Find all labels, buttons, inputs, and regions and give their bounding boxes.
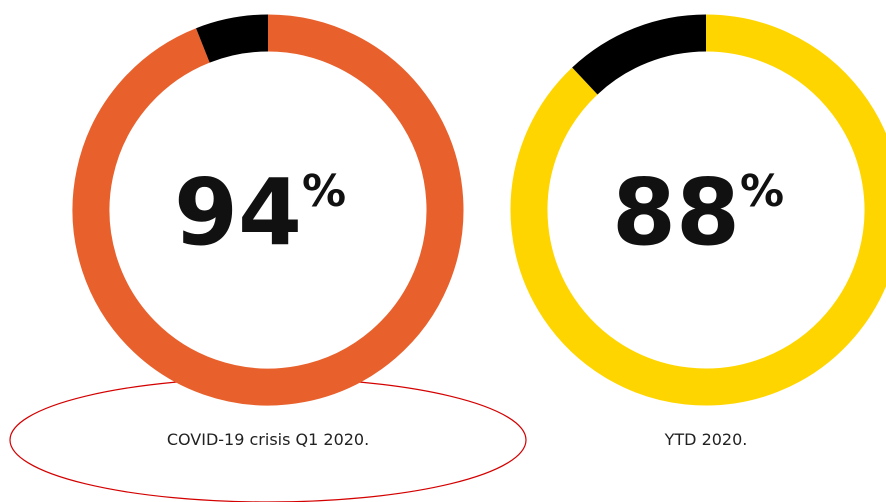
center-label: 94% — [174, 159, 346, 266]
unit-label: % — [302, 166, 346, 217]
value-label: 94 — [174, 159, 302, 266]
caption: YTD 2020. — [664, 430, 748, 449]
center-label: 88% — [612, 159, 784, 266]
donut-segment — [72, 14, 464, 406]
donut-segment — [572, 14, 707, 95]
donut-segment — [196, 14, 269, 63]
caption: COVID-19 crisis Q1 2020. — [167, 430, 369, 449]
donut-segment — [510, 14, 886, 406]
value-label: 88 — [612, 159, 740, 266]
unit-label: % — [740, 166, 784, 217]
